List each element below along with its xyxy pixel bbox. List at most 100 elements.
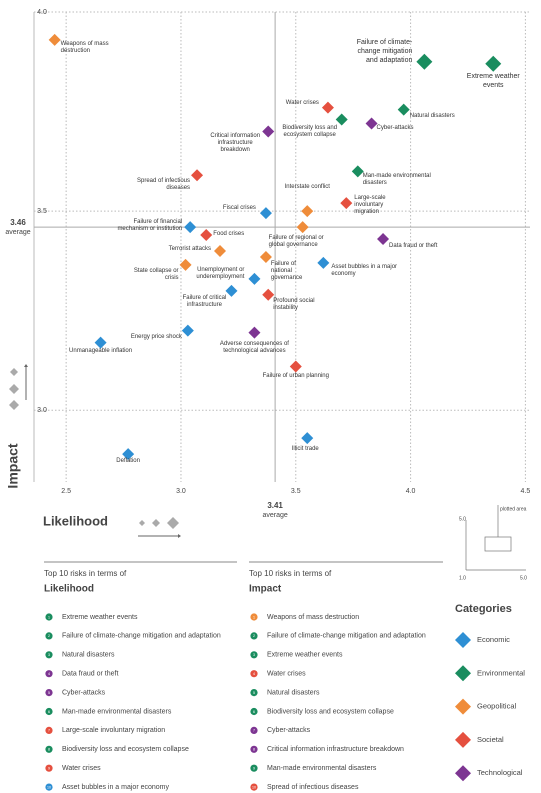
inset-label: 5.0 (520, 575, 527, 581)
list-title: Likelihood (44, 584, 94, 595)
risk-label: Failure of financial mechanism or instit… (117, 219, 183, 233)
rank-badge (45, 632, 53, 640)
risk-label: Biodiversity loss and ecosystem collapse (282, 124, 338, 138)
risk-label: Failure of regional or global governance (268, 235, 324, 249)
list-item: Weapons of mass destruction (267, 614, 359, 621)
inset-caption: plotted area (500, 506, 527, 512)
rank-badge (45, 613, 53, 621)
risk-label: State collapse or crisis (133, 267, 179, 281)
rank-badge (250, 651, 258, 659)
risk-point (321, 101, 334, 114)
risk-point (248, 272, 261, 285)
list-item: Water crises (267, 671, 306, 678)
risk-label: Large-scale involuntary migration (354, 195, 386, 216)
list-item: Extreme weather events (267, 652, 343, 659)
risk-point (289, 360, 302, 373)
rank-number: 5 (253, 691, 255, 695)
legend-label: Technological (477, 768, 523, 777)
inset-label: 1.0 (459, 575, 466, 581)
x-tick-label: 3.0 (176, 488, 186, 495)
risk-label: Data fraud or theft (389, 243, 438, 250)
risk-point (485, 55, 502, 72)
rank-badge (45, 726, 53, 735)
risk-point (48, 33, 61, 46)
list-item: Critical information infrastructure brea… (267, 746, 404, 753)
list-item: Asset bubbles in a major economy (62, 784, 169, 791)
risk-label: Failure of climate-change mitigation and… (356, 38, 413, 64)
rank-number: 1 (48, 615, 50, 619)
rank-badge (45, 783, 53, 791)
rank-badge (250, 745, 258, 753)
legend-label: Geopolitical (477, 702, 517, 711)
risk-label: Fiscal crises (222, 205, 256, 212)
risk-point (301, 205, 314, 218)
average-value: 3.41 (267, 501, 283, 510)
risk-point (335, 113, 348, 126)
rank-number: 9 (48, 766, 50, 770)
risk-point (225, 284, 238, 297)
rank-number: 6 (253, 710, 255, 714)
rank-number: 10 (47, 785, 51, 789)
legend-label: Economic (477, 635, 510, 644)
risk-label: Interstate conflict (284, 184, 330, 191)
rank-badge (45, 745, 53, 753)
list-heading: Top 10 risks in terms of (44, 569, 127, 578)
risk-label: Illicit trade (291, 446, 319, 453)
risk-point (397, 103, 410, 116)
legend-label: Societal (477, 735, 504, 744)
list-item: Natural disasters (267, 689, 320, 696)
rank-number: 3 (48, 653, 50, 657)
risk-point (365, 117, 378, 130)
risk-point (214, 244, 226, 257)
risk-point (259, 250, 272, 263)
risk-point (317, 256, 330, 269)
list-item: Biodiversity loss and ecosystem collapse (267, 708, 394, 715)
rank-number: 4 (253, 672, 255, 676)
risk-point (184, 221, 197, 234)
legend-marker (455, 665, 471, 682)
rank-badge (250, 632, 258, 640)
risk-label: Failure of critical infrastructure (182, 294, 227, 308)
risk-label: Profound social instability (273, 297, 315, 311)
risk-label: Extreme weather events (466, 72, 520, 89)
y-tick-label: 4.0 (37, 9, 47, 16)
average-label: average (262, 512, 287, 519)
list-item: Water crises (62, 765, 101, 772)
list-item: Cyber-attacks (267, 727, 311, 734)
list-item: Biodiversity loss and ecosystem collapse (62, 746, 189, 753)
rank-number: 7 (253, 729, 255, 733)
legend-marker (455, 632, 471, 648)
risk-point (416, 53, 433, 70)
list-item: Man-made environmental disasters (267, 765, 377, 772)
x-tick-label: 4.5 (521, 488, 531, 495)
list-item: Natural disasters (62, 652, 115, 659)
risk-point (262, 288, 275, 301)
average-value: 3.46 (10, 218, 26, 227)
legend-label: Environmental (477, 668, 525, 677)
y-tick-label: 3.0 (37, 407, 47, 414)
rank-number: 2 (253, 634, 255, 638)
risk-point (179, 258, 192, 271)
rank-number: 8 (48, 748, 50, 752)
rank-number: 10 (252, 785, 256, 789)
rank-number: 5 (48, 691, 50, 695)
risk-point (122, 448, 135, 461)
list-item: Data fraud or theft (62, 671, 118, 678)
risk-point (200, 229, 213, 242)
risk-label: Terrorist attacks (168, 245, 211, 252)
rank-badge (250, 707, 258, 716)
rank-badge (45, 670, 53, 678)
risk-point (351, 165, 364, 178)
risk-label: Failure of urban planning (262, 373, 329, 380)
legend-marker (455, 698, 471, 715)
rank-badge (45, 651, 53, 659)
rank-badge (250, 764, 258, 772)
risk-label: Failure of national governance (270, 260, 303, 281)
list-heading: Top 10 risks in terms of (249, 569, 332, 578)
risk-label: Water crises (285, 99, 319, 106)
risk-label: Natural disasters (409, 112, 455, 119)
x-tick-label: 3.5 (291, 488, 301, 495)
likelihood-icon (138, 517, 181, 538)
